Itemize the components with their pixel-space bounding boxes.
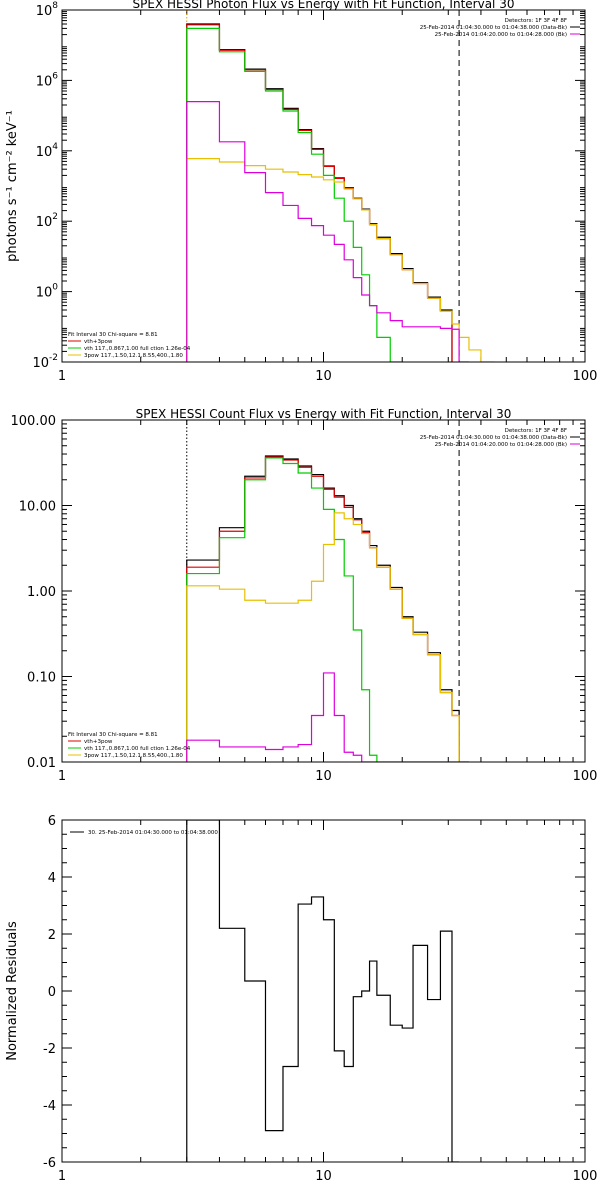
series-4-line <box>186 100 469 362</box>
plot-frame <box>61 9 586 363</box>
y-tick-label: 106 <box>36 71 59 89</box>
chart-title: SPEX HESSI Photon Flux vs Energy with Fi… <box>133 0 515 11</box>
legend-bottom-entry: 3pow 117.,1.50,12.1,8.55,400.,1.80 <box>84 753 183 759</box>
legend-bottom-entry: 3pow 117.,1.50,12.1,8.55,400.,1.80 <box>84 353 183 359</box>
x-tick-label: 10 <box>315 1169 332 1184</box>
y-tick-label: 104 <box>36 142 59 160</box>
legend-top-entry: 25-Feb-2014 01:04:30.000 to 01:04:38.000… <box>420 435 567 441</box>
y-tick-label: 0.01 <box>27 756 56 771</box>
x-tick-label: 100 <box>573 369 598 384</box>
series-4-line <box>186 672 469 762</box>
plot-frame <box>61 419 586 763</box>
series-2-line <box>186 457 378 762</box>
legend-top-entry: 25-Feb-2014 01:04:20.000 to 01:04:28.000… <box>435 442 567 448</box>
legend-bottom-entry: vth 117.,0.867,1.00 full ction 1.26e-04 <box>84 746 191 752</box>
series-0-line <box>186 820 460 1162</box>
x-tick-label: 100 <box>573 769 598 784</box>
series-0-line <box>186 23 453 362</box>
series-2-line <box>186 27 403 362</box>
legend-bottom-entry: vth 117.,0.867,1.00 full ction 1.26e-04 <box>84 346 191 352</box>
x-tick-label: 1 <box>58 769 66 784</box>
x-tick-label: 10 <box>315 369 332 384</box>
legend-bottom-entry: Fit Interval 30 Chi-square = 8.81 <box>68 332 158 338</box>
legend-entry: 30. 25-Feb-2014 01:04:30.000 to 01:04:38… <box>88 830 218 836</box>
y-tick-label: -6 <box>43 1156 56 1171</box>
x-tick-label: 1 <box>58 369 66 384</box>
y-tick-label: 100 <box>36 283 59 301</box>
legend-bottom-entry: vth+3pow <box>84 739 113 745</box>
y-tick-label: 108 <box>36 1 59 19</box>
legend-top-entry: 25-Feb-2014 01:04:30.000 to 01:04:38.000… <box>420 25 567 31</box>
chart-1: SPEX HESSI Photon Flux vs Energy with Fi… <box>5 0 597 384</box>
legend-top-entry: Detectors: 1F 3F 4F 8F <box>505 18 567 24</box>
plot-frame <box>61 819 586 1163</box>
y-axis-label: photons s⁻¹ cm⁻² keV⁻¹ <box>5 110 20 262</box>
series-3-line <box>186 512 469 762</box>
x-tick-label: 1 <box>58 1169 66 1184</box>
series-1-line <box>186 24 453 362</box>
chart-3: Normalized Residuals 1 10 100 -6 -4 -2 0 2 4 6 30. … <box>5 814 597 1184</box>
legend-top-entry: Detectors: 1F 3F 4F 8F <box>505 428 567 434</box>
series-3-line <box>186 158 495 362</box>
chart-2: SPEX HESSI Count Flux vs Energy with Fit… <box>11 407 598 784</box>
y-tick-label: 102 <box>36 212 58 230</box>
y-tick-label: 10.00 <box>19 500 56 515</box>
chart-title: SPEX HESSI Count Flux vs Energy with Fit… <box>136 407 512 421</box>
legend-bottom-entry: Fit Interval 30 Chi-square = 8.81 <box>68 732 158 738</box>
legend-bottom-entry: vth+3pow <box>84 339 113 345</box>
x-tick-label: 100 <box>573 1169 598 1184</box>
y-tick-label: 1.00 <box>27 585 56 600</box>
y-tick-label: -2 <box>43 1042 56 1057</box>
y-axis-label: Normalized Residuals <box>5 921 20 1061</box>
y-tick-label: 100.00 <box>11 414 57 429</box>
y-tick-label: 4 <box>48 871 56 886</box>
x-tick-label: 10 <box>315 769 332 784</box>
legend-top-entry: 25-Feb-2014 01:04:20.000 to 01:04:28.000… <box>435 32 567 38</box>
y-tick-label: 0 <box>48 985 56 1000</box>
y-tick-label: 2 <box>48 928 56 943</box>
y-tick-label: 0.10 <box>27 671 56 686</box>
y-tick-label: 10-2 <box>32 353 58 371</box>
y-tick-label: -4 <box>43 1099 56 1114</box>
y-tick-label: 6 <box>48 814 56 829</box>
